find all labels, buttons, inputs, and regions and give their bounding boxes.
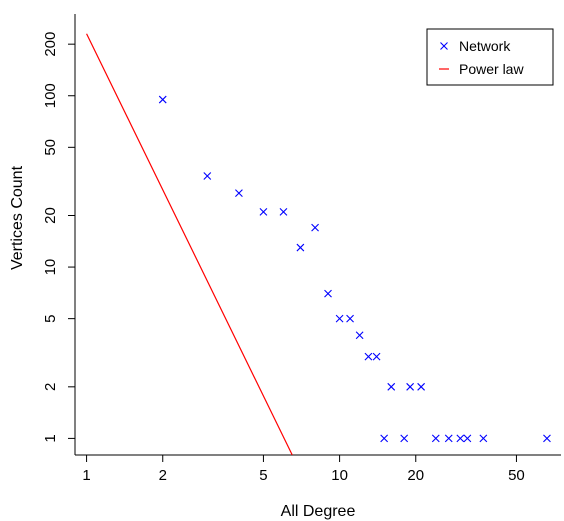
network-point (346, 314, 354, 323)
y-tick-label: 1 (42, 434, 59, 442)
network-point (355, 331, 364, 340)
y-tick-label: 200 (42, 32, 59, 57)
network-point (259, 207, 268, 216)
network-point (235, 189, 243, 198)
network-point (463, 434, 472, 443)
legend-marker-swatch (440, 42, 448, 50)
power-law-line (86, 33, 293, 455)
x-tick-label: 50 (508, 467, 525, 484)
y-tick-label: 2 (42, 383, 59, 391)
legend-label: Power law (459, 61, 524, 77)
x-tick-label: 1 (82, 467, 90, 484)
series-layer (86, 33, 551, 455)
network-point (380, 434, 389, 443)
legend-label: Network (459, 38, 511, 54)
network-point (335, 314, 344, 323)
network-point (479, 434, 488, 443)
network-point (444, 434, 453, 443)
y-tick-label: 5 (42, 314, 59, 322)
network-point (431, 434, 440, 443)
network-point (279, 207, 288, 216)
network-point (400, 434, 409, 443)
x-axis-ticks: 1 2 5 10 20 50 (82, 455, 525, 484)
network-point (543, 434, 551, 443)
network-point (456, 434, 465, 443)
y-tick-label: 20 (42, 207, 59, 224)
network-point (311, 223, 319, 232)
x-tick-label: 10 (331, 467, 348, 484)
y-tick-label: 100 (42, 83, 59, 108)
network-point (387, 382, 396, 391)
y-axis-ticks: 1 2 5 10 20 50 100 200 (42, 32, 75, 443)
network-point (406, 382, 415, 391)
network-point (364, 352, 373, 361)
legend: Network Power law (426, 28, 554, 86)
x-axis-title: All Degree (281, 503, 356, 520)
y-tick-label: 50 (42, 139, 59, 156)
network-point (324, 289, 332, 298)
x-tick-label: 2 (159, 467, 167, 484)
network-point (417, 382, 426, 391)
y-axis-title: Vertices Count (9, 165, 26, 270)
legend-box (426, 28, 554, 86)
network-point (372, 352, 381, 361)
x-tick-label: 5 (259, 467, 267, 484)
x-tick-label: 20 (407, 467, 424, 484)
network-point (203, 172, 212, 180)
y-tick-label: 10 (42, 259, 59, 276)
network-point (158, 95, 167, 104)
network-point (296, 243, 305, 252)
